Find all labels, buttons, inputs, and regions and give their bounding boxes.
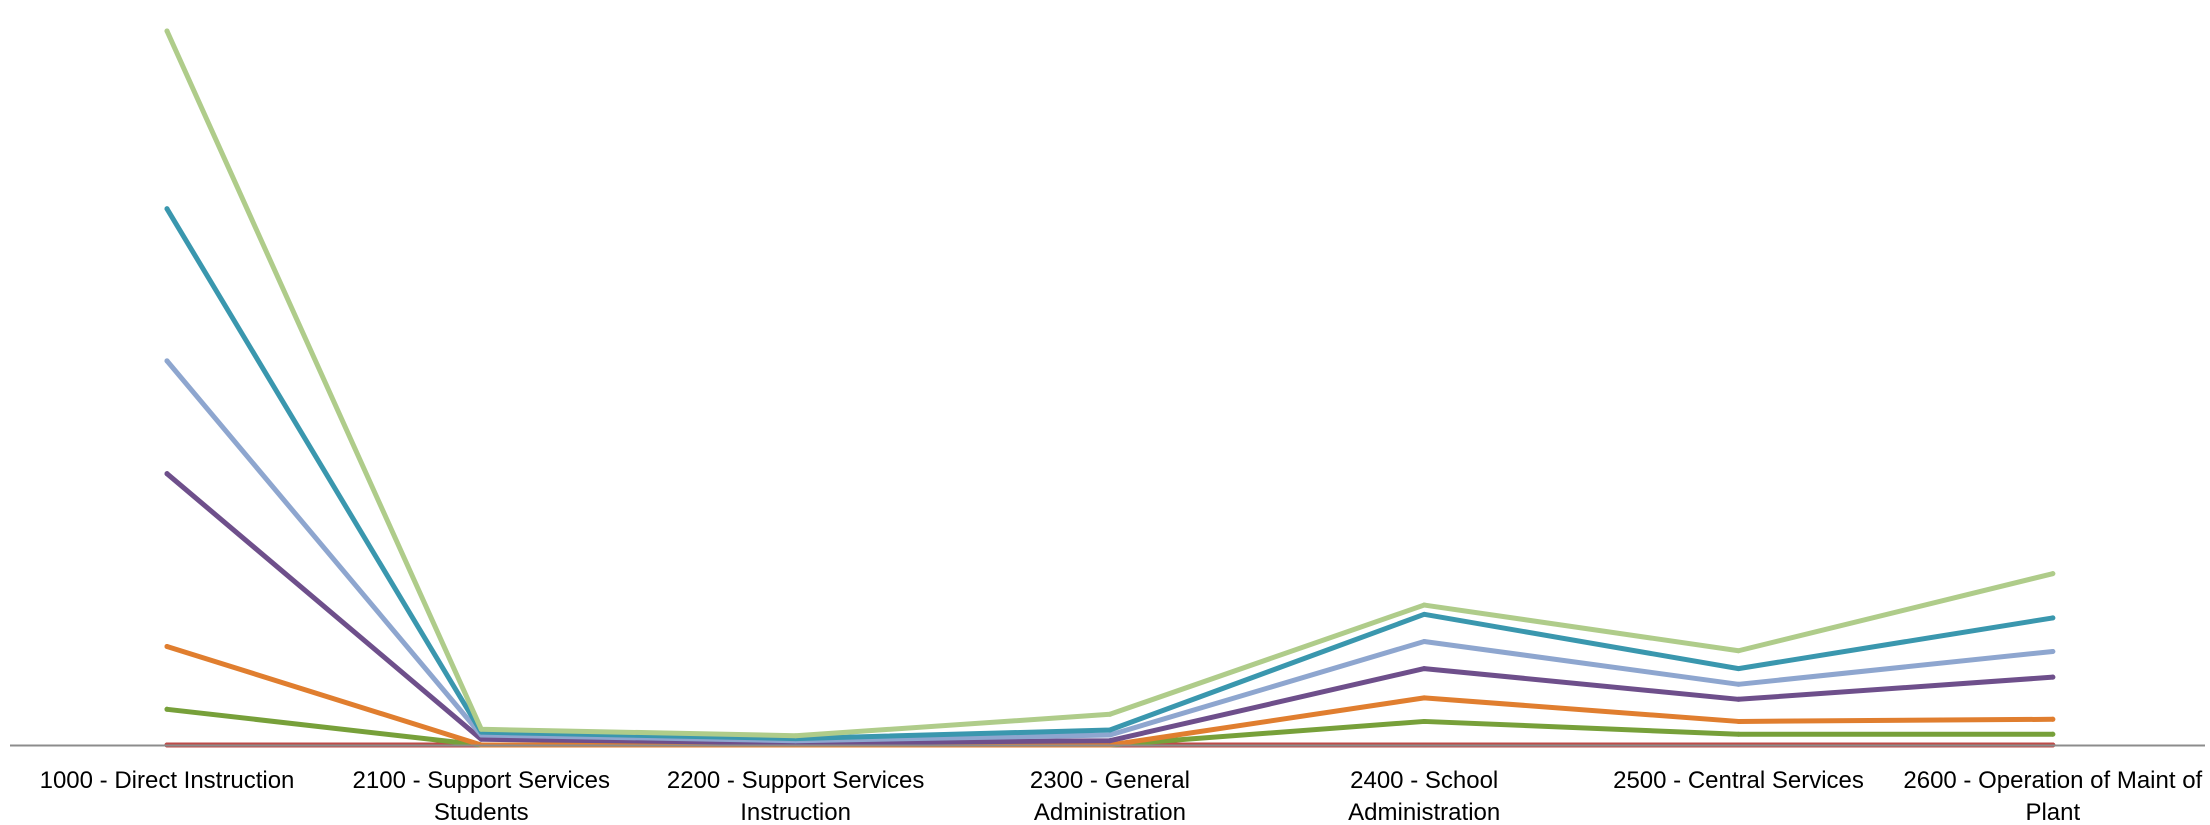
- x-tick-label-line: Administration: [1348, 799, 1500, 825]
- x-tick-label: 2200 - Support Services Instruction: [667, 767, 924, 825]
- data-point-2-0: [164, 643, 170, 649]
- data-point-4-0: [164, 358, 170, 364]
- x-tick-label-line: 2100 - Support Services: [353, 767, 610, 794]
- data-point-6-6: [2050, 571, 2056, 577]
- x-tick-label-line: Students: [434, 799, 529, 825]
- data-point-3-0: [164, 471, 170, 477]
- series-layer: [164, 28, 2056, 748]
- data-point-3-3: [1107, 738, 1113, 744]
- x-tick-label: 2300 - General Administration: [1030, 767, 1190, 825]
- x-tick-label-line: 1000 - Direct Instruction: [40, 767, 295, 794]
- data-point-4-6: [2050, 648, 2056, 654]
- data-point-5-4: [1421, 611, 1427, 617]
- data-point-6-1: [478, 726, 484, 732]
- data-point-2-5: [1736, 718, 1741, 724]
- x-tick-label-line: Plant: [2025, 799, 2080, 825]
- data-point-4-3: [1107, 732, 1113, 738]
- data-point-6-3: [1107, 711, 1113, 717]
- data-point-3-4: [1421, 666, 1427, 672]
- x-tick-label-line: Administration: [1034, 799, 1186, 825]
- x-tick-label: 2500 - Central Services: [1613, 767, 1864, 794]
- data-point-1-4: [1421, 718, 1427, 724]
- data-point-4-4: [1421, 638, 1427, 644]
- x-tick-label-line: 2500 - Central Services: [1613, 767, 1864, 794]
- data-point-5-3: [1107, 727, 1113, 733]
- data-point-5-0: [164, 206, 170, 212]
- data-point-1-6: [2050, 731, 2056, 737]
- data-point-6-2: [793, 733, 799, 739]
- data-point-2-6: [2050, 716, 2056, 722]
- x-tick-label: 1000 - Direct Instruction: [40, 767, 295, 794]
- x-tick-label-line: 2400 - School: [1350, 767, 1498, 794]
- data-point-6-4: [1421, 602, 1427, 608]
- data-point-5-6: [2050, 615, 2056, 621]
- series-line-3: [164, 471, 2056, 746]
- data-point-1-0: [164, 706, 170, 712]
- data-point-5-5: [1736, 666, 1741, 672]
- x-tick-labels: 1000 - Direct Instruction 2100 - Support …: [40, 767, 2203, 825]
- x-tick-label-line: 2200 - Support Services: [667, 767, 924, 794]
- data-point-2-4: [1421, 695, 1427, 701]
- x-tick-label: 2400 - School Administration: [1348, 767, 1500, 825]
- x-tick-label-line: 2300 - General: [1030, 767, 1190, 794]
- data-point-3-1: [478, 736, 484, 742]
- data-point-3-6: [2050, 674, 2056, 680]
- x-tick-label: 2600 - Operation of Maint of Plant: [1903, 767, 2202, 825]
- data-point-6-5: [1736, 648, 1741, 654]
- x-tick-label-line: 2600 - Operation of Maint of: [1903, 767, 2202, 794]
- data-point-3-5: [1736, 696, 1741, 702]
- series-line-6: [164, 28, 2056, 739]
- data-point-6-0: [164, 28, 170, 34]
- x-tick-label-line: Instruction: [740, 799, 851, 825]
- x-tick-label: 2100 - Support Services Students: [353, 767, 610, 825]
- data-point-1-5: [1736, 731, 1741, 737]
- data-point-4-5: [1736, 681, 1741, 687]
